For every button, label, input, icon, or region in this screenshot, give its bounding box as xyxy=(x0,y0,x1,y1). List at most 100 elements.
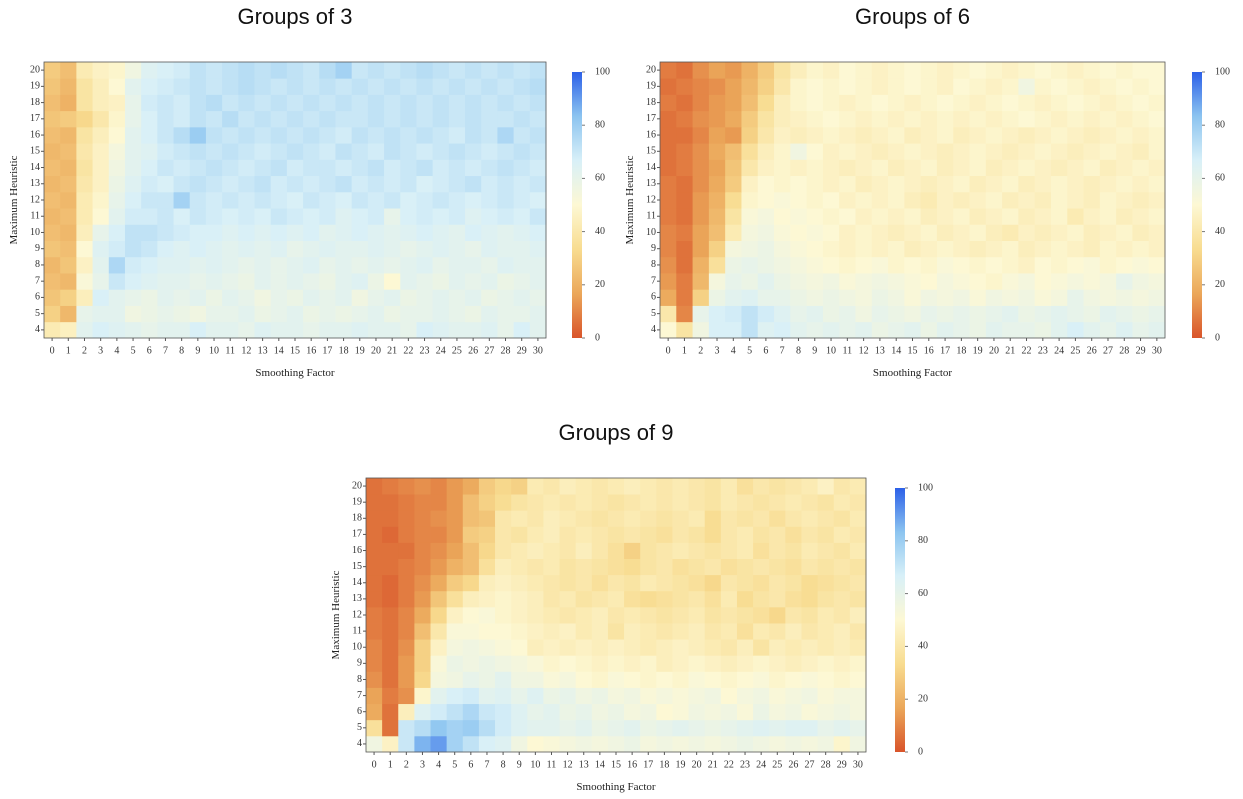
heat-cell xyxy=(511,526,528,543)
heat-cell xyxy=(270,191,288,209)
heat-cell xyxy=(801,526,819,543)
heat-cell xyxy=(432,191,450,209)
heat-cell xyxy=(384,126,401,144)
heat-cell xyxy=(465,256,482,274)
heat-cell xyxy=(44,126,61,144)
heat-cell xyxy=(319,110,336,128)
heat-cell xyxy=(725,208,742,225)
heat-cell xyxy=(511,558,528,576)
heat-cell xyxy=(708,143,726,160)
heat-cell xyxy=(367,159,385,177)
heat-cell xyxy=(529,224,547,241)
heat-cell xyxy=(640,494,657,511)
heat-cell xyxy=(1099,78,1117,95)
heat-cell xyxy=(173,321,191,339)
heat-cell xyxy=(497,126,515,144)
heat-cell xyxy=(757,256,775,274)
heat-cell xyxy=(888,321,905,339)
heat-cell xyxy=(497,224,515,241)
x-tick-label: 3 xyxy=(98,345,103,356)
heat-cell xyxy=(656,590,673,608)
heat-cell xyxy=(238,62,255,79)
x-tick-label: 25 xyxy=(1070,345,1080,356)
heat-cell xyxy=(527,590,544,608)
heat-cell xyxy=(656,655,673,672)
heat-cell xyxy=(319,208,336,225)
heat-cell xyxy=(817,735,835,753)
heat-cell xyxy=(465,240,482,258)
heat-cell xyxy=(76,208,93,225)
heat-cell xyxy=(1067,191,1084,209)
heat-cell xyxy=(624,687,641,705)
heat-cell xyxy=(736,623,754,640)
heat-cell xyxy=(92,224,110,241)
heat-cell xyxy=(688,655,706,672)
heat-cell xyxy=(254,143,272,160)
heat-cell xyxy=(366,606,383,624)
heat-cell xyxy=(303,321,320,339)
heat-cell xyxy=(676,143,693,160)
heat-cell xyxy=(559,542,577,559)
heat-cell xyxy=(446,510,464,527)
heat-cell xyxy=(513,143,531,160)
heat-cell xyxy=(660,143,677,160)
heat-cell xyxy=(529,289,547,306)
heat-cell xyxy=(382,703,399,721)
heat-cell xyxy=(543,574,560,592)
heat-cell xyxy=(222,289,239,306)
heat-cell xyxy=(1018,110,1036,128)
heat-cell xyxy=(1116,305,1133,323)
heat-cell xyxy=(367,321,385,339)
x-tick-label: 8 xyxy=(796,345,801,356)
heat-cell xyxy=(688,526,706,543)
heat-cell xyxy=(400,224,417,241)
heat-cell xyxy=(366,590,383,608)
heat-cell xyxy=(741,143,759,160)
heat-cell xyxy=(774,305,791,323)
heat-cell xyxy=(753,735,770,753)
heat-cell xyxy=(1050,94,1068,112)
heat-cell xyxy=(855,110,873,128)
heat-cell xyxy=(904,143,922,160)
heat-cell xyxy=(753,671,770,688)
heat-cell xyxy=(855,94,873,112)
heat-cell xyxy=(44,191,61,209)
heat-cell xyxy=(725,126,742,144)
heat-cell xyxy=(92,256,110,274)
heat-cell xyxy=(1148,159,1166,177)
heat-cell xyxy=(400,305,417,323)
heat-cell xyxy=(720,574,738,592)
heat-cell xyxy=(44,321,61,339)
heat-cell xyxy=(303,78,320,95)
heat-cell xyxy=(785,526,802,543)
y-tick-label: 13 xyxy=(352,593,362,604)
heat-cell xyxy=(708,191,726,209)
heat-cell xyxy=(741,191,759,209)
heat-cell xyxy=(624,639,641,656)
y-tick-label: 12 xyxy=(646,194,656,205)
heat-cell xyxy=(366,735,383,753)
heat-cell xyxy=(513,110,531,128)
y-tick-label: 17 xyxy=(646,113,656,124)
heat-cell xyxy=(871,126,889,144)
heat-cell xyxy=(660,240,677,258)
heat-cell xyxy=(92,110,110,128)
heat-cell xyxy=(769,590,786,608)
heat-cell xyxy=(660,126,677,144)
heat-cell xyxy=(708,208,726,225)
heat-cell xyxy=(1034,126,1052,144)
heat-cell xyxy=(559,478,577,495)
heat-cell xyxy=(495,639,512,656)
heat-cell xyxy=(238,126,255,144)
x-tick-label: 5 xyxy=(747,345,752,356)
heat-cell xyxy=(400,191,417,209)
heat-cell xyxy=(527,606,544,624)
heat-cell xyxy=(1132,110,1150,128)
heat-cell xyxy=(817,574,835,592)
heat-cell xyxy=(607,574,625,592)
heat-cell xyxy=(1083,94,1101,112)
heat-cell xyxy=(801,687,819,705)
heat-cell xyxy=(319,191,336,209)
heat-cell xyxy=(481,110,498,128)
